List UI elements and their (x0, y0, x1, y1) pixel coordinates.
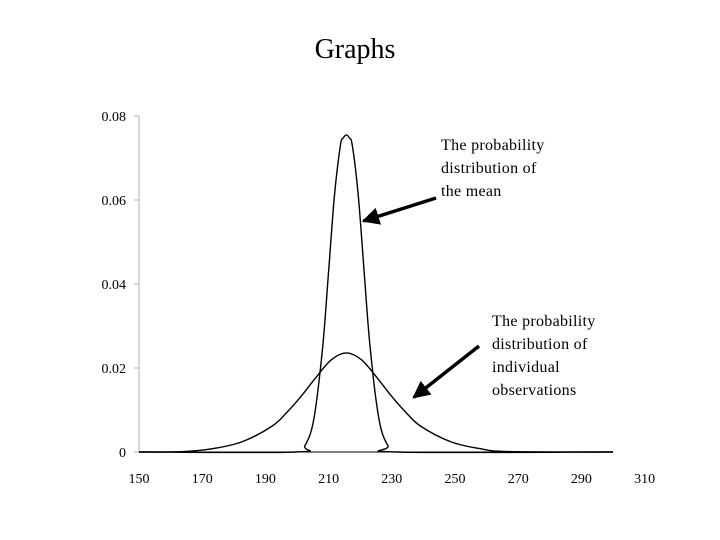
x-tick-label: 310 (634, 472, 655, 487)
x-tick-label: 270 (508, 472, 529, 487)
annotation-individual-line: observations (492, 382, 577, 399)
slide-title: Graphs (314, 34, 396, 65)
x-tick-label: 250 (445, 472, 466, 487)
arrow-to-individual-curve (412, 344, 481, 399)
arrow-to-mean-curve (361, 196, 437, 225)
annotation-individual: The probability distribution of individu… (492, 310, 596, 402)
x-tick-label: 230 (381, 472, 402, 487)
x-tick-label: 170 (192, 472, 213, 487)
annotation-mean-line: distribution of (441, 160, 537, 177)
annotation-individual-line: individual (492, 359, 560, 376)
x-tick-label: 290 (571, 472, 592, 487)
annotation-mean-line: the mean (441, 183, 502, 200)
y-tick-label: 0.06 (102, 194, 127, 209)
curve-mean (138, 134, 614, 454)
y-tick-label: 0.02 (102, 362, 127, 377)
annotation-individual-line: distribution of (492, 336, 588, 353)
curve-individual-observations (138, 352, 614, 453)
annotation-individual-line: The probability (492, 313, 596, 330)
x-tick-label: 210 (318, 472, 339, 487)
x-tick-label: 190 (255, 472, 276, 487)
annotation-mean: The probability distribution of the mean (441, 134, 545, 203)
annotation-arrows (361, 196, 481, 399)
y-tick-label: 0.08 (102, 110, 127, 125)
annotation-mean-line: The probability (441, 137, 545, 154)
x-tick-label: 150 (129, 472, 150, 487)
curves (138, 134, 614, 454)
y-tick-label: 0 (119, 446, 126, 461)
y-tick-label: 0.04 (102, 278, 127, 293)
tick-labels: 0 0.02 0.04 0.06 0.08 150 170 190 210 230 250 270 29… (102, 110, 656, 487)
